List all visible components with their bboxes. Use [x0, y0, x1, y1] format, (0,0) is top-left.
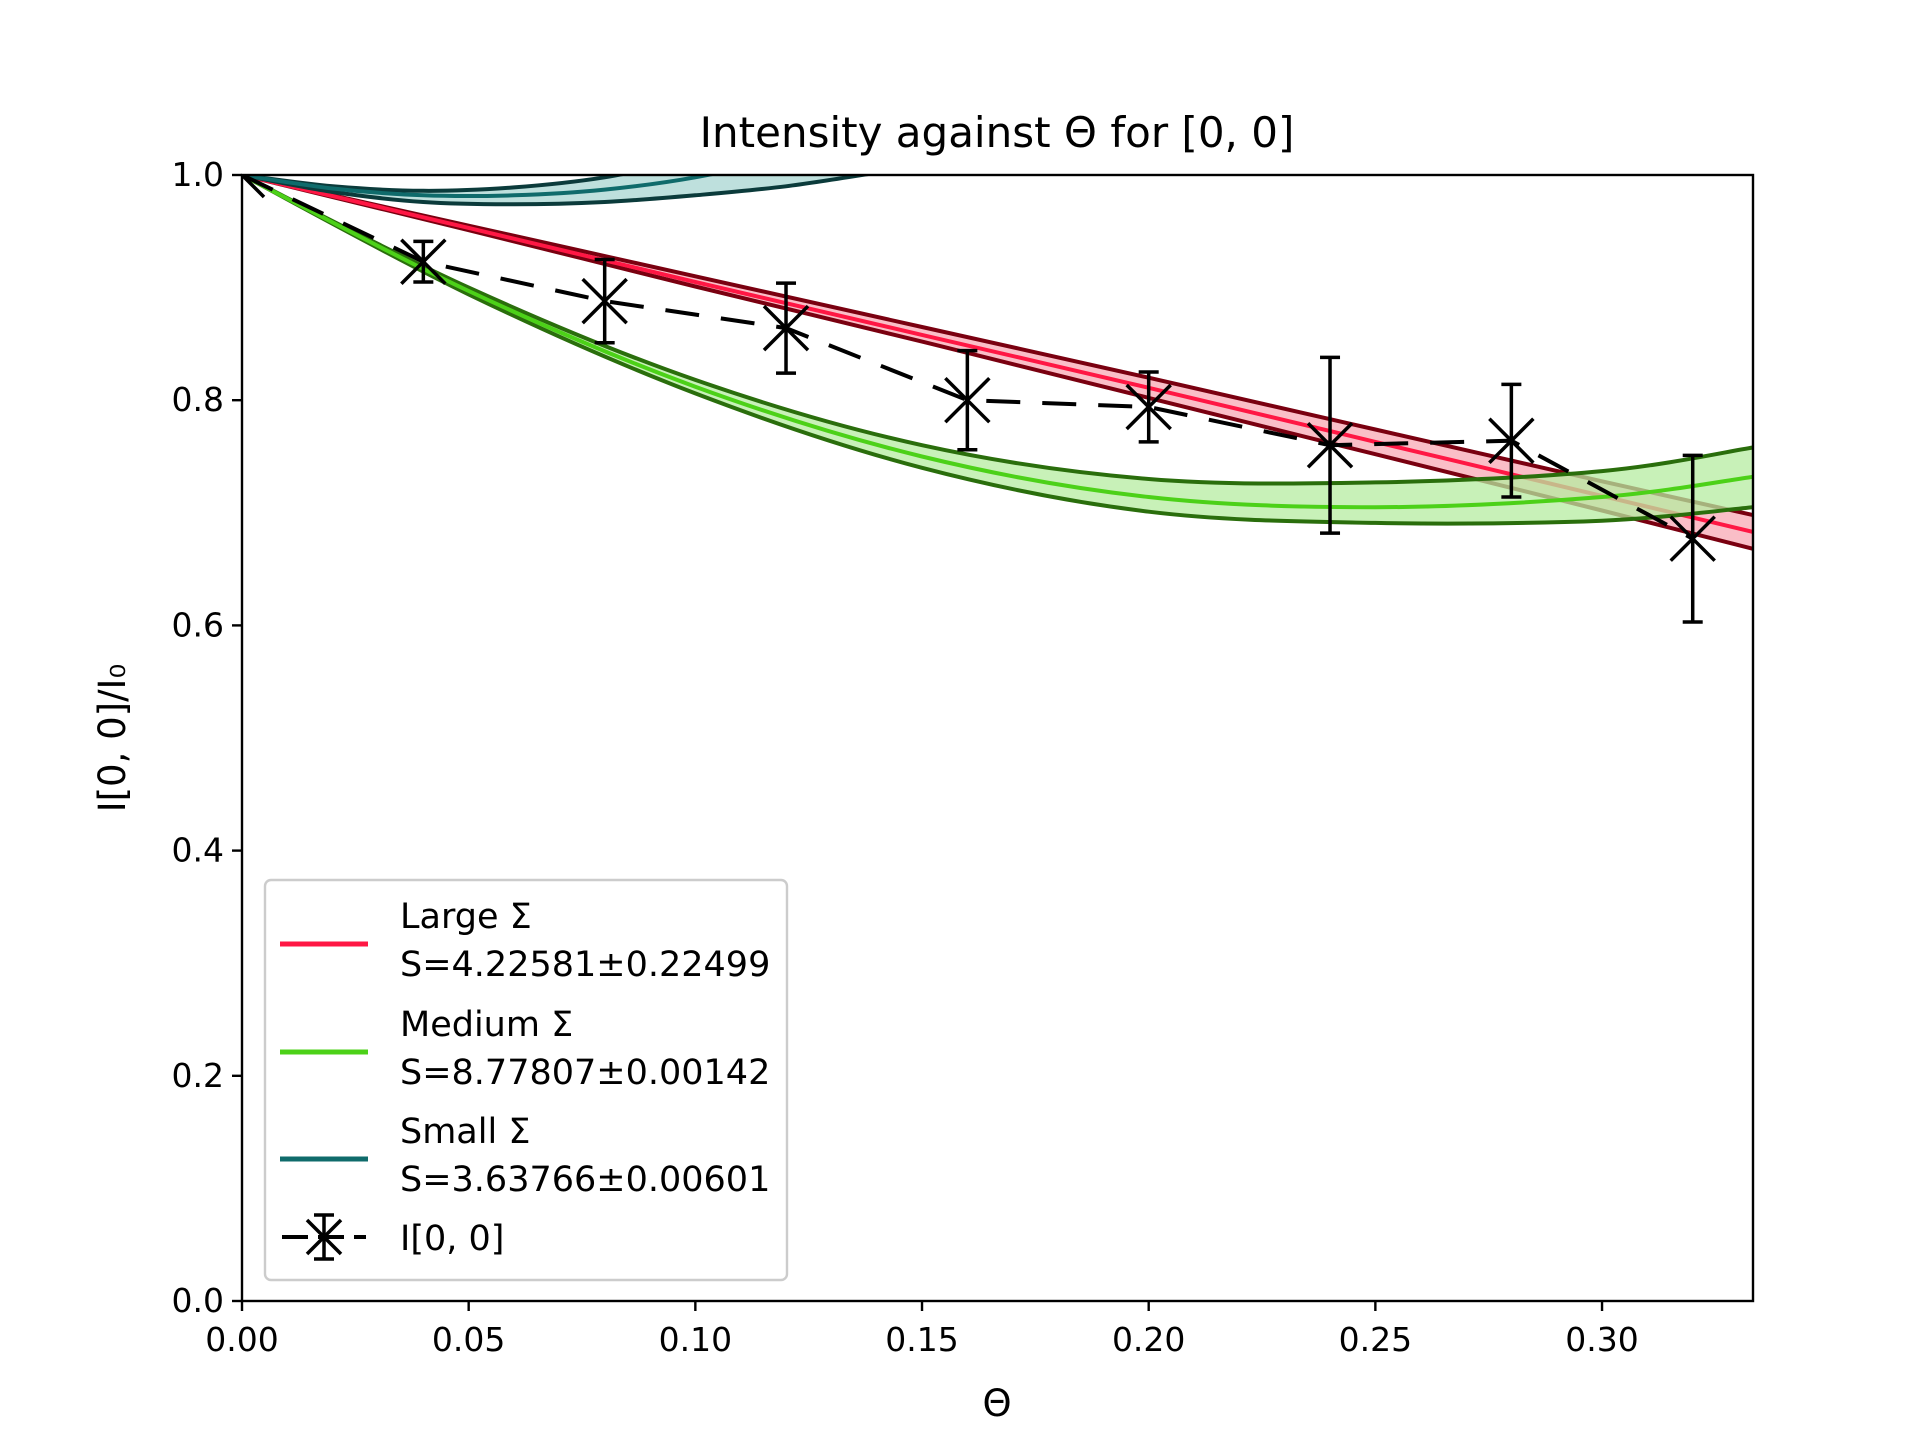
data-point: [242, 175, 266, 199]
band-upper-large: [242, 175, 1753, 518]
legend-frame: [263, 878, 789, 1282]
legend-label-data: I[0, 0]: [400, 1219, 504, 1259]
data-point: [1669, 515, 1716, 562]
data-point: [762, 304, 810, 352]
y-tick-label: 0.4: [172, 831, 224, 870]
y-tick-label: 0.0: [172, 1281, 224, 1320]
legend-label-large: Large Σ: [400, 897, 532, 937]
data-point: [581, 277, 628, 325]
legend-value-large: S=4.22581±0.22499: [400, 945, 770, 985]
x-tick-label: 0.25: [1339, 1320, 1412, 1359]
data-point: [1125, 383, 1172, 431]
band-upper-small: [242, 175, 629, 193]
y-axis-label: I[0, 0]/I₀: [91, 664, 134, 813]
legend-label-medium: Medium Σ: [400, 1005, 573, 1045]
band-lower-medium: [242, 175, 1753, 526]
legend-swatch-data: [282, 1213, 366, 1261]
y-tick-label: 0.2: [172, 1056, 224, 1095]
x-axis: 0.00 0.05 0.10 0.15 0.20 0.25 0.30: [205, 1301, 1639, 1359]
plot-frame: [240, 173, 1755, 1303]
chart-title: Intensity against Θ for [0, 0]: [700, 108, 1295, 157]
legend-value-small: S=3.63766±0.00601: [400, 1160, 770, 1200]
legend: Large Σ S=4.22581±0.22499 Medium Σ S=8.7…: [263, 878, 789, 1282]
y-tick-label: 0.8: [172, 380, 224, 419]
y-tick-label: 0.6: [172, 605, 224, 644]
data-series: [242, 175, 1716, 624]
y-axis: 0.0 0.2 0.4 0.6 0.8 1.0: [172, 155, 242, 1320]
x-tick-label: 0.30: [1565, 1320, 1638, 1359]
band-center-medium: [242, 175, 1753, 510]
x-tick-label: 0.15: [885, 1320, 958, 1359]
data-point: [944, 376, 991, 424]
fit-bands: [242, 175, 1753, 551]
legend-value-medium: S=8.77807±0.00142: [400, 1053, 770, 1093]
data-line: [242, 175, 1694, 541]
band-fill-small: [242, 175, 863, 205]
data-point: [1488, 417, 1535, 464]
band-center-small: [242, 175, 718, 199]
x-tick-label: 0.00: [205, 1320, 278, 1359]
y-tick-label: 1.0: [172, 155, 224, 194]
data-point: [1306, 422, 1354, 469]
x-tick-label: 0.10: [659, 1320, 732, 1359]
data-point: [400, 238, 447, 285]
x-axis-label: Θ: [982, 1382, 1011, 1425]
x-tick-label: 0.05: [432, 1320, 505, 1359]
x-tick-label: 0.20: [1112, 1320, 1185, 1359]
legend-label-small: Small Σ: [400, 1112, 530, 1152]
band-upper-medium: [242, 175, 1753, 486]
band-lower-small: [242, 175, 875, 207]
